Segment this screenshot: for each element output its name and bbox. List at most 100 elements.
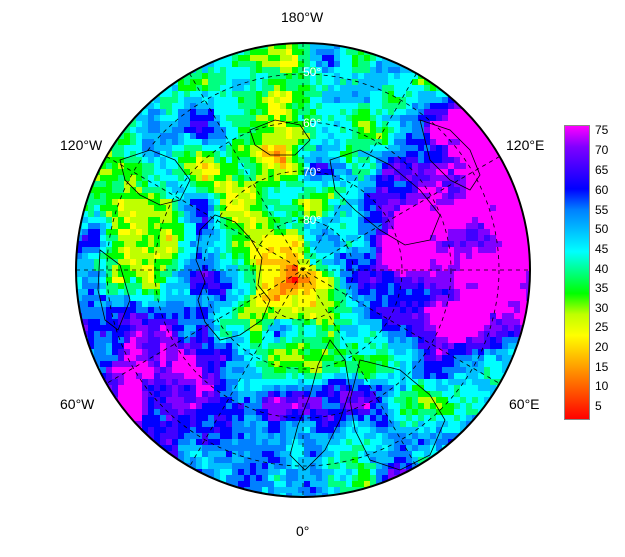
data-cell bbox=[292, 163, 298, 169]
data-cell bbox=[250, 247, 256, 253]
data-cell bbox=[406, 145, 412, 151]
data-cell bbox=[316, 313, 322, 319]
data-cell bbox=[328, 241, 334, 247]
data-cell bbox=[88, 283, 94, 289]
data-cell bbox=[454, 295, 460, 301]
data-cell bbox=[322, 127, 328, 133]
data-cell bbox=[118, 217, 124, 223]
data-cell bbox=[502, 253, 508, 259]
data-cell bbox=[382, 451, 388, 457]
data-cell bbox=[328, 259, 334, 265]
data-cell bbox=[490, 133, 496, 139]
data-cell bbox=[130, 181, 136, 187]
data-cell bbox=[232, 193, 238, 199]
data-cell bbox=[100, 343, 106, 349]
data-cell bbox=[322, 427, 328, 433]
data-cell bbox=[442, 247, 448, 253]
data-cell bbox=[310, 331, 316, 337]
data-cell bbox=[148, 187, 154, 193]
data-cell bbox=[310, 217, 316, 223]
data-cell bbox=[316, 271, 322, 277]
data-cell bbox=[256, 253, 262, 259]
data-cell bbox=[328, 151, 334, 157]
data-cell bbox=[286, 163, 292, 169]
data-cell bbox=[292, 493, 298, 497]
data-cell bbox=[142, 343, 148, 349]
meridian-line bbox=[106, 156, 500, 384]
data-cell bbox=[172, 403, 178, 409]
data-cell bbox=[352, 481, 358, 487]
data-cell bbox=[286, 145, 292, 151]
data-cell bbox=[472, 229, 478, 235]
data-cell bbox=[316, 115, 322, 121]
data-cell bbox=[76, 259, 82, 265]
data-cell bbox=[340, 97, 346, 103]
data-cell bbox=[400, 277, 406, 283]
data-cell bbox=[448, 391, 454, 397]
data-cell bbox=[196, 367, 202, 373]
data-cell bbox=[160, 343, 166, 349]
data-cell bbox=[196, 463, 202, 469]
data-cell bbox=[424, 385, 430, 391]
data-cell bbox=[256, 247, 262, 253]
data-cell bbox=[364, 205, 370, 211]
data-cell bbox=[190, 361, 196, 367]
data-cell bbox=[130, 355, 136, 361]
data-cell bbox=[418, 127, 424, 133]
data-cell bbox=[298, 457, 304, 463]
data-cell bbox=[370, 157, 376, 163]
data-cell bbox=[190, 217, 196, 223]
data-cell bbox=[292, 403, 298, 409]
data-cell bbox=[388, 439, 394, 445]
data-cell bbox=[448, 199, 454, 205]
data-cell bbox=[418, 193, 424, 199]
data-cell bbox=[424, 91, 430, 97]
data-cell bbox=[298, 265, 304, 271]
data-cell bbox=[436, 361, 442, 367]
data-cell bbox=[232, 277, 238, 283]
data-cell bbox=[238, 391, 244, 397]
data-cell bbox=[394, 193, 400, 199]
data-cell bbox=[160, 427, 166, 433]
data-cell bbox=[238, 199, 244, 205]
data-cell bbox=[238, 157, 244, 163]
data-cell bbox=[334, 85, 340, 91]
data-cell bbox=[292, 397, 298, 403]
data-cell bbox=[118, 355, 124, 361]
data-cell bbox=[208, 169, 214, 175]
data-cell bbox=[262, 427, 268, 433]
data-cell bbox=[208, 133, 214, 139]
data-cell bbox=[88, 229, 94, 235]
data-cell bbox=[292, 271, 298, 277]
data-cell bbox=[514, 301, 520, 307]
data-cell bbox=[442, 259, 448, 265]
data-cell bbox=[472, 133, 478, 139]
data-cell bbox=[478, 193, 484, 199]
data-cell bbox=[316, 97, 322, 103]
data-cell bbox=[118, 283, 124, 289]
data-cell bbox=[442, 391, 448, 397]
data-cell bbox=[106, 331, 112, 337]
data-cell bbox=[268, 403, 274, 409]
data-cell bbox=[346, 487, 352, 493]
data-cell bbox=[304, 55, 310, 61]
data-cell bbox=[244, 349, 250, 355]
data-cell bbox=[250, 91, 256, 97]
data-cell bbox=[322, 421, 328, 427]
data-cell bbox=[298, 337, 304, 343]
data-cell bbox=[460, 205, 466, 211]
data-cell bbox=[130, 397, 136, 403]
data-cell bbox=[448, 319, 454, 325]
data-cell bbox=[268, 421, 274, 427]
data-cell bbox=[394, 121, 400, 127]
data-cell bbox=[106, 205, 112, 211]
data-cell bbox=[202, 391, 208, 397]
data-cell bbox=[382, 103, 388, 109]
data-cell bbox=[376, 307, 382, 313]
data-cell bbox=[460, 241, 466, 247]
data-cell bbox=[436, 343, 442, 349]
data-cell bbox=[286, 247, 292, 253]
data-cell bbox=[382, 151, 388, 157]
data-cell bbox=[502, 265, 508, 271]
data-cell bbox=[334, 187, 340, 193]
